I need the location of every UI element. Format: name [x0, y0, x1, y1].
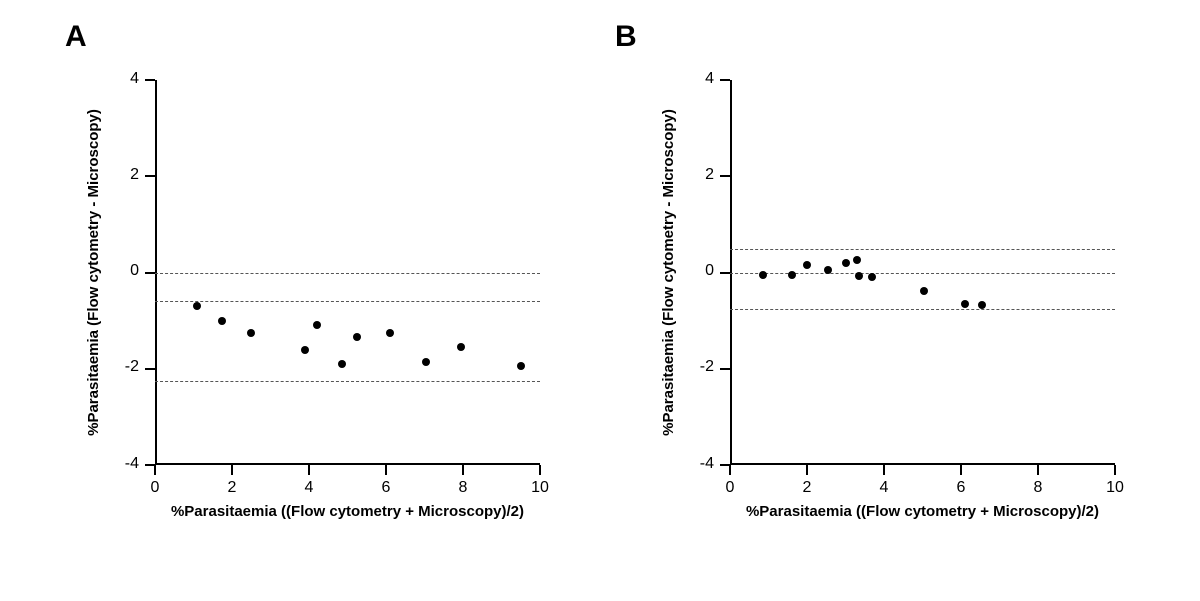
reference-line — [155, 381, 540, 382]
y-axis-title: %Parasitaemia (Flow cytometry - Microsco… — [85, 80, 102, 465]
y-tick-label: -2 — [674, 358, 714, 376]
x-tick — [385, 465, 387, 475]
x-tick-label: 6 — [941, 479, 981, 497]
x-tick — [1114, 465, 1116, 475]
y-tick-label: -4 — [99, 455, 139, 473]
x-tick-label: 10 — [1095, 479, 1135, 497]
x-tick-label: 2 — [787, 479, 827, 497]
reference-line — [730, 309, 1115, 310]
data-point — [457, 343, 465, 351]
x-tick — [154, 465, 156, 475]
data-point — [353, 333, 361, 341]
x-tick — [883, 465, 885, 475]
data-point — [247, 329, 255, 337]
x-tick-label: 0 — [710, 479, 750, 497]
data-point — [842, 259, 850, 267]
panel-a-label: A — [65, 20, 87, 54]
x-axis-title: %Parasitaemia ((Flow cytometry + Microsc… — [155, 503, 540, 520]
data-point — [855, 272, 863, 280]
data-point — [338, 360, 346, 368]
x-tick-label: 6 — [366, 479, 406, 497]
y-tick-label: 2 — [99, 166, 139, 184]
x-tick — [960, 465, 962, 475]
data-point — [868, 273, 876, 281]
x-tick-label: 10 — [520, 479, 560, 497]
data-point — [301, 346, 309, 354]
data-point — [978, 301, 986, 309]
plot-area: -4-20240246810%Parasitaemia ((Flow cytom… — [730, 80, 1115, 465]
y-tick-label: 4 — [99, 70, 139, 88]
y-axis-title: %Parasitaemia (Flow cytometry - Microsco… — [660, 80, 677, 465]
data-point — [386, 329, 394, 337]
y-tick — [145, 175, 155, 177]
x-tick-label: 4 — [289, 479, 329, 497]
x-tick-label: 2 — [212, 479, 252, 497]
data-point — [517, 362, 525, 370]
y-tick-label: -4 — [674, 455, 714, 473]
y-tick-label: 0 — [99, 262, 139, 280]
y-tick — [145, 368, 155, 370]
data-point — [313, 321, 321, 329]
y-tick — [720, 175, 730, 177]
y-tick — [720, 79, 730, 81]
data-point — [920, 287, 928, 295]
x-tick-label: 4 — [864, 479, 904, 497]
data-point — [422, 358, 430, 366]
x-tick — [462, 465, 464, 475]
plot-area: -4-20240246810%Parasitaemia ((Flow cytom… — [155, 80, 540, 465]
y-tick-label: 0 — [674, 262, 714, 280]
y-tick — [720, 272, 730, 274]
x-tick — [308, 465, 310, 475]
data-point — [824, 266, 832, 274]
x-tick — [539, 465, 541, 475]
data-point — [759, 271, 767, 279]
x-tick-label: 0 — [135, 479, 175, 497]
y-tick — [145, 272, 155, 274]
reference-line — [155, 301, 540, 302]
x-tick — [231, 465, 233, 475]
panel-b-label: B — [615, 20, 637, 54]
x-tick-label: 8 — [443, 479, 483, 497]
y-tick — [145, 79, 155, 81]
y-tick-label: 2 — [674, 166, 714, 184]
x-axis-line — [155, 463, 540, 465]
reference-line — [155, 273, 540, 274]
reference-line — [730, 249, 1115, 250]
x-tick — [729, 465, 731, 475]
data-point — [788, 271, 796, 279]
x-axis-title: %Parasitaemia ((Flow cytometry + Microsc… — [730, 503, 1115, 520]
data-point — [853, 256, 861, 264]
data-point — [961, 300, 969, 308]
x-tick-label: 8 — [1018, 479, 1058, 497]
x-tick — [806, 465, 808, 475]
data-point — [193, 302, 201, 310]
figure-container: A B -4-20240246810%Parasitaemia ((Flow c… — [0, 0, 1200, 601]
y-tick-label: 4 — [674, 70, 714, 88]
x-tick — [1037, 465, 1039, 475]
x-axis-line — [730, 463, 1115, 465]
data-point — [803, 261, 811, 269]
y-tick — [720, 368, 730, 370]
y-tick-label: -2 — [99, 358, 139, 376]
data-point — [218, 317, 226, 325]
